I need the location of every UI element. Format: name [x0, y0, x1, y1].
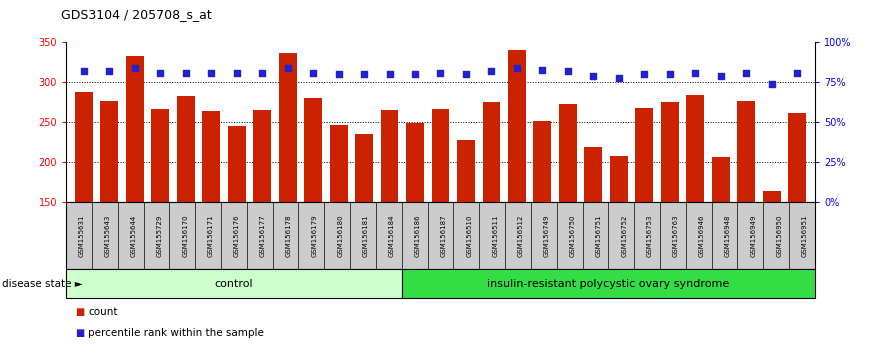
Point [281, 65, 295, 71]
Text: GDS3104 / 205708_s_at: GDS3104 / 205708_s_at [61, 8, 212, 21]
Point [611, 75, 626, 80]
Text: GSM155729: GSM155729 [157, 214, 162, 257]
Point [153, 70, 167, 76]
Text: GSM156512: GSM156512 [518, 214, 524, 257]
Bar [763, 192, 781, 202]
Text: GSM156949: GSM156949 [751, 214, 757, 257]
Text: GSM156510: GSM156510 [466, 214, 472, 257]
Text: GSM156181: GSM156181 [363, 214, 369, 257]
Bar [457, 140, 475, 202]
Point [102, 68, 116, 74]
Bar [508, 50, 526, 202]
Text: GSM156171: GSM156171 [208, 214, 214, 257]
Text: GSM156186: GSM156186 [415, 214, 421, 257]
Point [331, 72, 345, 77]
Text: GSM156180: GSM156180 [337, 214, 344, 257]
Point [561, 68, 575, 74]
Text: count: count [88, 307, 117, 317]
Point [663, 72, 677, 77]
Text: GSM156951: GSM156951 [802, 214, 808, 257]
Point [306, 70, 320, 76]
Point [510, 65, 524, 71]
Bar [126, 56, 144, 202]
Text: control: control [215, 279, 253, 289]
Bar [177, 96, 195, 202]
Point [77, 68, 91, 74]
Bar [75, 92, 93, 202]
Point [408, 72, 422, 77]
Bar [100, 101, 118, 202]
Text: GSM156752: GSM156752 [621, 214, 627, 257]
Bar [559, 104, 577, 202]
Text: GSM156749: GSM156749 [544, 214, 550, 257]
Bar [483, 102, 500, 202]
Point [739, 70, 753, 76]
Bar [610, 156, 627, 202]
Point [790, 70, 804, 76]
Bar [304, 98, 322, 202]
Text: GSM156751: GSM156751 [596, 214, 602, 257]
Text: ■: ■ [75, 307, 84, 317]
Bar [534, 120, 552, 202]
Bar [278, 53, 297, 202]
Text: GSM156946: GSM156946 [699, 214, 705, 257]
Point [230, 70, 244, 76]
Point [765, 81, 779, 87]
Text: GSM156179: GSM156179 [311, 214, 317, 257]
Point [204, 70, 218, 76]
Bar [432, 109, 449, 202]
Text: GSM156948: GSM156948 [724, 214, 730, 257]
Point [128, 65, 142, 71]
Text: GSM156950: GSM156950 [776, 214, 782, 257]
Bar [584, 147, 603, 202]
Text: GSM156184: GSM156184 [389, 214, 395, 257]
Text: GSM156753: GSM156753 [647, 214, 653, 257]
Point [382, 72, 396, 77]
Bar [203, 111, 220, 202]
Text: GSM156170: GSM156170 [182, 214, 189, 257]
Text: GSM155644: GSM155644 [130, 214, 137, 257]
Bar [355, 134, 373, 202]
Bar [635, 108, 653, 202]
Bar [712, 157, 729, 202]
Point [688, 70, 702, 76]
Bar [228, 126, 246, 202]
Text: GSM155631: GSM155631 [79, 214, 85, 257]
Point [586, 73, 600, 79]
Text: GSM156178: GSM156178 [285, 214, 292, 257]
Bar [152, 109, 169, 202]
Point [536, 67, 550, 73]
Point [255, 70, 270, 76]
Bar [737, 101, 755, 202]
Text: disease state ►: disease state ► [2, 279, 83, 289]
Point [179, 70, 193, 76]
Text: GSM156763: GSM156763 [673, 214, 679, 257]
Point [459, 72, 473, 77]
Point [714, 73, 728, 79]
Text: insulin-resistant polycystic ovary syndrome: insulin-resistant polycystic ovary syndr… [487, 279, 729, 289]
Bar [329, 125, 347, 202]
Point [357, 72, 371, 77]
Bar [686, 95, 704, 202]
Text: GSM156511: GSM156511 [492, 214, 498, 257]
Text: GSM156187: GSM156187 [440, 214, 447, 257]
Text: percentile rank within the sample: percentile rank within the sample [88, 329, 264, 338]
Point [485, 68, 499, 74]
Text: GSM156177: GSM156177 [260, 214, 266, 257]
Bar [381, 110, 398, 202]
Text: ■: ■ [75, 329, 84, 338]
Point [433, 70, 448, 76]
Bar [661, 102, 678, 202]
Text: GSM156750: GSM156750 [570, 214, 575, 257]
Bar [788, 113, 806, 202]
Bar [406, 123, 424, 202]
Text: GSM156176: GSM156176 [234, 214, 240, 257]
Text: GSM155643: GSM155643 [105, 214, 111, 257]
Bar [254, 110, 271, 202]
Point [637, 72, 651, 77]
